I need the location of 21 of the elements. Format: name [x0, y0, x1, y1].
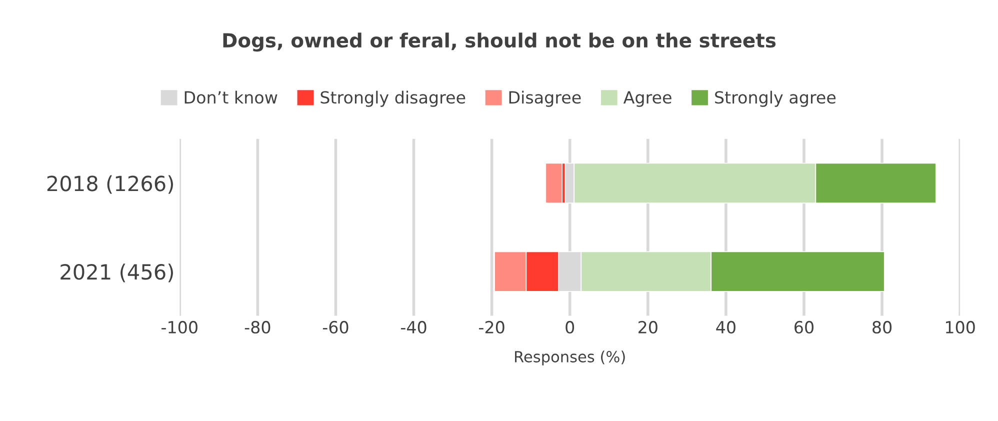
x-axis-title: Responses (%)	[515, 350, 625, 366]
x-tick-label: -80	[244, 320, 270, 334]
x-tick-label: 0	[566, 320, 574, 334]
x-tick-label: 40	[716, 320, 736, 334]
x-tick-label: 60	[794, 320, 814, 334]
x-tick-label: 20	[638, 320, 658, 334]
chart-title: Dogs, owned or feral, should not be on the streets	[223, 32, 776, 52]
y-tick-label: 2018 (1266)	[47, 175, 173, 194]
legend-label: Strongly disagree	[320, 90, 466, 107]
y-tick-label: 2021 (456)	[60, 264, 173, 282]
legend-label: Strongly agree	[715, 90, 836, 107]
legend-label: Disagree	[509, 90, 581, 107]
x-tick-label: -40	[400, 320, 426, 334]
legend-label: Agree	[623, 91, 672, 107]
x-tick-label: -60	[322, 320, 348, 334]
x-tick-label: -20	[479, 320, 504, 334]
bar	[545, 162, 562, 204]
x-tick-label: 80	[872, 320, 892, 334]
legend-label: Don’t know	[184, 90, 278, 104]
x-tick-label: 100	[946, 320, 975, 334]
x-tick-label: -100	[162, 320, 198, 334]
